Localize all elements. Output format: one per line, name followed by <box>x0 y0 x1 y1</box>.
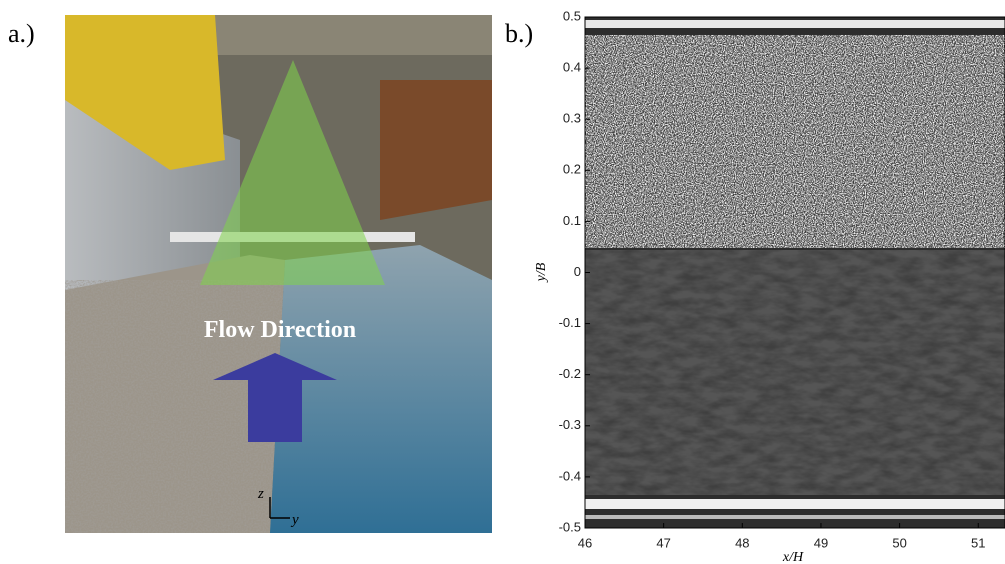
panel-label: a.) <box>8 19 35 48</box>
x-tick-label: 49 <box>814 535 828 550</box>
y-tick-label: 0.1 <box>563 213 581 228</box>
x-tick-label: 47 <box>656 535 670 550</box>
photo: z y Flow Direction <box>65 15 492 533</box>
y-tick-label: 0.4 <box>563 60 581 75</box>
y-tick-label: -0.3 <box>559 417 581 432</box>
x-tick-label: 48 <box>735 535 749 550</box>
x-tick-label: 50 <box>892 535 906 550</box>
axis-label: y <box>290 512 299 528</box>
y-tick-label: 0.2 <box>563 162 581 177</box>
y-tick-label: -0.4 <box>559 468 581 483</box>
y-axis-label: y/B <box>534 262 549 283</box>
y-tick-label: 0.5 <box>563 8 581 23</box>
y-tick-label: -0.1 <box>559 315 581 330</box>
y-tick-label: -0.5 <box>559 519 581 534</box>
x-tick-label: 51 <box>971 535 985 550</box>
y-tick-label: 0 <box>574 264 581 279</box>
flow-image <box>584 16 1005 529</box>
y-tick-label: 0.3 <box>563 111 581 126</box>
axis-label: z <box>257 486 264 502</box>
panel-label: b.) <box>505 19 533 48</box>
x-tick-label: 46 <box>578 535 592 550</box>
annotation: Flow Direction <box>204 317 356 343</box>
x-axis-label: x/H <box>782 550 804 564</box>
y-tick-label: -0.2 <box>559 366 581 381</box>
